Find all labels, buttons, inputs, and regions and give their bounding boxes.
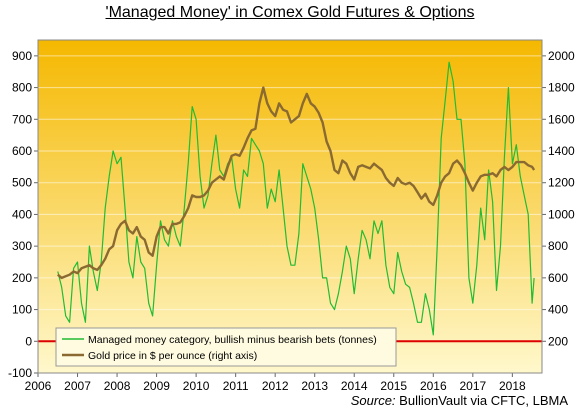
- y-left-tick-label: 700: [12, 112, 32, 126]
- y-left-tick-label: 0: [25, 334, 32, 348]
- x-tick-label: 2007: [64, 379, 91, 393]
- plot-area: [38, 40, 542, 373]
- x-tick-label: 2012: [262, 379, 289, 393]
- y-left-tick-label: 200: [12, 271, 32, 285]
- x-tick-label: 2017: [459, 379, 486, 393]
- y-right-tick-label: 200: [548, 334, 568, 348]
- y-right-tick-label: 2000: [548, 49, 575, 63]
- x-tick-label: 2018: [499, 379, 526, 393]
- x-tick-label: 2011: [223, 379, 249, 393]
- y-left-tick-label: 500: [12, 176, 32, 190]
- y-right-tick-label: 400: [548, 303, 568, 317]
- x-tick-label: 2014: [341, 379, 368, 393]
- y-axis-right: 200 400 600 800 1000 1200 1400 1600 1800 2000: [542, 49, 575, 348]
- y-right-tick-label: 1200: [548, 176, 575, 190]
- y-right-tick-label: 1000: [548, 207, 575, 221]
- x-tick-label: 2016: [420, 379, 447, 393]
- source-note: Source: BullionVault via CFTC, LBMA: [351, 393, 568, 408]
- x-tick-label: 2015: [380, 379, 407, 393]
- y-left-tick-label: 800: [12, 81, 32, 95]
- y-right-tick-label: 1800: [548, 81, 575, 95]
- legend: Managed money category, bullish minus be…: [55, 327, 397, 367]
- x-tick-label: 2008: [104, 379, 131, 393]
- y-left-tick-label: 900: [12, 49, 32, 63]
- y-left-tick-label: 400: [12, 207, 32, 221]
- y-right-tick-label: 800: [548, 239, 568, 253]
- series-group: [57, 61, 536, 336]
- series-gold-price: [57, 86, 536, 280]
- y-left-tick-label: 300: [12, 239, 32, 253]
- y-left-tick-label: 600: [12, 144, 32, 158]
- legend-label-managed-money: Managed money category, bullish minus be…: [88, 334, 377, 346]
- y-left-tick-label: -100: [8, 366, 32, 380]
- y-right-tick-label: 600: [548, 271, 568, 285]
- source-label: Source:: [350, 393, 396, 408]
- y-axis-left: -100 0 100 200 300 400 500 600 700 800 900: [8, 49, 38, 380]
- x-tick-label: 2006: [25, 379, 52, 393]
- x-tick-label: 2009: [143, 379, 170, 393]
- series-managed-money: [57, 61, 535, 336]
- source-text: BullionVault via CFTC, LBMA: [399, 393, 568, 408]
- plot-border: [37, 39, 543, 374]
- y-left-tick-label: 100: [12, 303, 32, 317]
- y-right-tick-label: 1600: [548, 112, 575, 126]
- y-right-tick-label: 1400: [548, 144, 575, 158]
- legend-box: [55, 327, 397, 367]
- chart-title: 'Managed Money' in Comex Gold Futures & …: [105, 4, 475, 21]
- x-axis: 2006 2007 2008 2009 2010 2011 2012 2013 2014 2015…: [25, 373, 526, 393]
- legend-label-gold-price: Gold price in $ per ounce (right axis): [88, 350, 257, 362]
- x-tick-label: 2013: [301, 379, 328, 393]
- x-tick-label: 2010: [183, 379, 210, 393]
